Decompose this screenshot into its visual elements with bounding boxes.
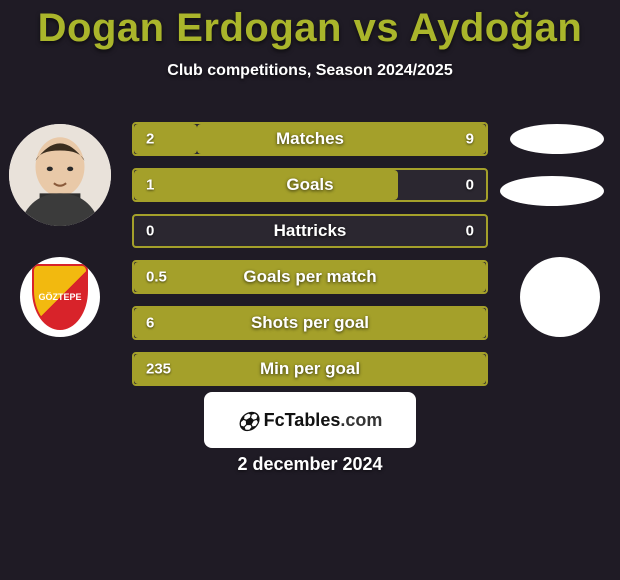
- crest-left-shield: GÖZTEPE: [32, 264, 88, 330]
- player-right-placeholder-oval: [500, 176, 604, 206]
- player-left-photo: [9, 124, 111, 226]
- stat-row: 235Min per goal: [132, 352, 488, 386]
- stat-label: Matches: [134, 129, 486, 149]
- site-badge-text: FcTables.com: [264, 410, 383, 431]
- title-player-left: Dogan Erdogan: [38, 6, 342, 50]
- player-left-club-crest: GÖZTEPE: [20, 257, 100, 337]
- stat-row: 0.5Goals per match: [132, 260, 488, 294]
- site-suffix: .com: [340, 410, 382, 430]
- stat-row: 00Hattricks: [132, 214, 488, 248]
- stat-row: 10Goals: [132, 168, 488, 202]
- title-vs: vs: [342, 6, 409, 50]
- site-badge[interactable]: ⚽︎ FcTables.com: [204, 392, 416, 448]
- footer-date: 2 december 2024: [0, 454, 620, 475]
- site-name: FcTables: [264, 410, 341, 430]
- subtitle: Club competitions, Season 2024/2025: [0, 62, 620, 80]
- page-title: Dogan Erdogan vs Aydoğan: [0, 6, 620, 51]
- stat-label: Min per goal: [134, 359, 486, 379]
- stat-row: 6Shots per goal: [132, 306, 488, 340]
- player-left-avatar: [9, 124, 111, 226]
- page-root: Dogan Erdogan vs Aydoğan Club competitio…: [0, 0, 620, 580]
- stat-row: 29Matches: [132, 122, 488, 156]
- stat-label: Goals: [134, 175, 486, 195]
- site-badge-icon: ⚽︎: [238, 406, 258, 435]
- stat-bars: 29Matches 10Goals 00Hattricks 0.5Goals per …: [132, 122, 488, 398]
- player-right-placeholder-oval: [510, 124, 604, 154]
- stat-label: Hattricks: [134, 221, 486, 241]
- stat-label: Goals per match: [134, 267, 486, 287]
- stat-label: Shots per goal: [134, 313, 486, 333]
- crest-left-text: GÖZTEPE: [38, 292, 81, 302]
- player-right-club-crest: [520, 257, 600, 337]
- title-player-right: Aydoğan: [409, 6, 582, 50]
